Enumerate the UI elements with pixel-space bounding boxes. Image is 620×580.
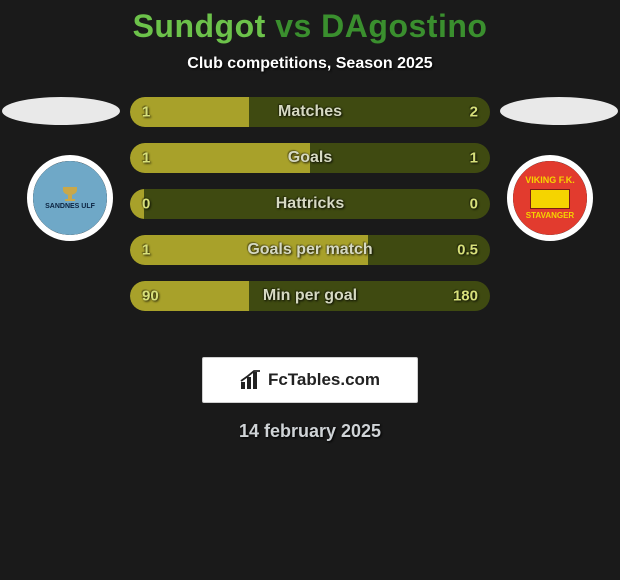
crest-right-badge: VIKING F.K. STAVANGER [507,155,593,241]
trophy-icon [59,185,81,201]
podium-left [2,97,120,125]
stat-row-goals: 11Goals [130,143,490,173]
infographic-root: Sundgot vs DAgostino Club competitions, … [0,0,620,442]
stat-row-hattricks: 00Hattricks [130,189,490,219]
crest-right-inner: VIKING F.K. STAVANGER [513,161,587,235]
title-player-2: DAgostino [321,8,487,44]
date-label: 14 february 2025 [0,421,620,442]
crest-left-badge: SANDNES ULF [27,155,113,241]
crest-right-line1: VIKING F.K. [525,176,575,186]
stat-label: Goals per match [130,241,490,259]
brand-text: FcTables.com [268,370,380,390]
title-vs: vs [275,8,312,44]
crest-left-inner: SANDNES ULF [33,161,107,235]
stat-row-matches: 12Matches [130,97,490,127]
stat-row-min-per-goal: 90180Min per goal [130,281,490,311]
crest-right-flag [530,189,570,209]
team-crest-right: VIKING F.K. STAVANGER [500,155,600,241]
podium-right [500,97,618,125]
team-crest-left: SANDNES ULF [20,155,120,241]
page-title: Sundgot vs DAgostino [0,8,620,45]
stat-label: Matches [130,103,490,121]
title-player-1: Sundgot [133,8,266,44]
crest-right-line2: STAVANGER [526,212,574,221]
crest-left-text: SANDNES ULF [45,203,95,211]
comparison-stage: SANDNES ULF VIKING F.K. STAVANGER 12Matc… [0,97,620,357]
stat-label: Hattricks [130,195,490,213]
stat-row-goals-per-match: 10.5Goals per match [130,235,490,265]
brand-box[interactable]: FcTables.com [202,357,418,403]
bars-icon [240,370,262,390]
stat-label: Min per goal [130,287,490,305]
subtitle: Club competitions, Season 2025 [0,55,620,73]
stat-label: Goals [130,149,490,167]
stat-bars: 12Matches 11Goals 00Hattricks 10.5Goals per… [130,97,490,327]
